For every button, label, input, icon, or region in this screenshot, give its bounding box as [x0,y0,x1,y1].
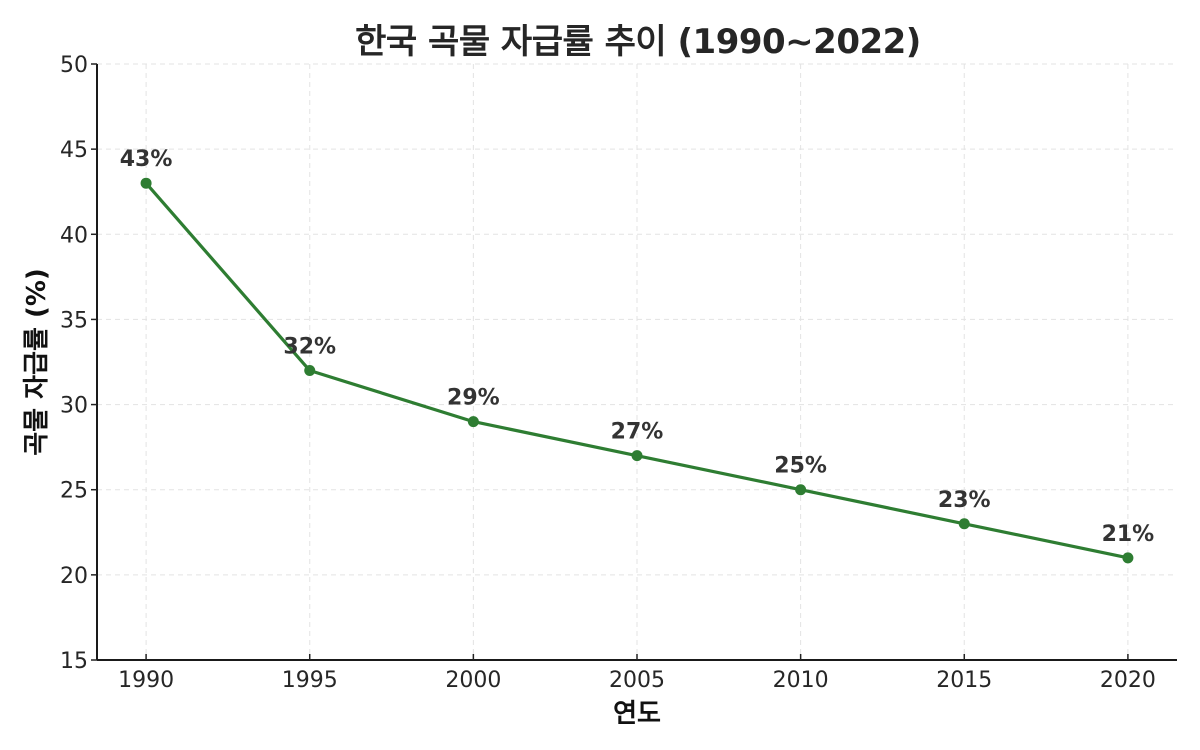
x-tick-label: 2010 [773,668,829,693]
y-axis-title: 곡물 자급률 (%) [22,268,52,456]
data-point-label: 21% [1102,522,1155,547]
data-labels: 43% 32% 29% 27% 25% 23% 21% [120,147,1154,547]
data-point-label: 29% [447,386,500,411]
y-tick-label: 15 [60,649,88,674]
y-axis-ticks: 15 20 25 30 35 40 45 50 [60,53,97,674]
data-point-marker [1122,552,1134,564]
data-point-marker [304,365,316,377]
y-tick-label: 25 [60,479,88,504]
data-point-label: 32% [283,335,336,360]
x-axis-title: 연도 [613,699,661,729]
y-tick-label: 35 [60,308,88,333]
data-point-label: 27% [611,420,664,445]
data-point-label: 43% [120,147,173,172]
gridlines [97,63,1177,661]
x-tick-label: 2020 [1100,668,1156,693]
y-tick-label: 45 [60,138,88,163]
data-point-marker [795,484,807,496]
data-point-label: 25% [774,454,827,479]
x-axis-ticks: 1990 1995 2000 2005 2010 2015 2020 [118,654,1156,693]
data-point-marker [631,450,643,462]
data-point-marker [140,177,152,189]
x-tick-label: 2000 [445,668,501,693]
x-tick-label: 1990 [118,668,174,693]
y-tick-label: 30 [60,394,88,419]
data-point-label: 23% [938,488,991,513]
data-point-marker [467,416,479,428]
chart-title: 한국 곡물 자급률 추이 (1990~2022) [355,22,921,62]
y-tick-label: 20 [60,564,88,589]
x-tick-label: 1995 [282,668,338,693]
y-tick-label: 40 [60,223,88,248]
data-point-marker [958,518,970,530]
x-tick-label: 2005 [609,668,665,693]
data-series [140,177,1134,564]
y-tick-label: 50 [60,53,88,78]
x-tick-label: 2015 [936,668,992,693]
